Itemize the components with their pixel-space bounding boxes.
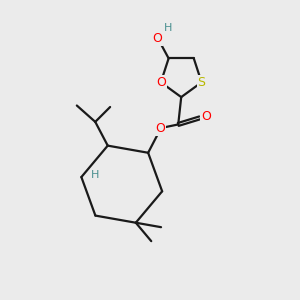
Text: O: O — [155, 122, 165, 134]
Text: O: O — [156, 76, 166, 89]
Text: O: O — [201, 110, 211, 123]
Text: H: H — [164, 23, 172, 33]
Text: H: H — [91, 170, 99, 180]
Text: O: O — [152, 32, 162, 45]
Text: S: S — [198, 76, 206, 89]
